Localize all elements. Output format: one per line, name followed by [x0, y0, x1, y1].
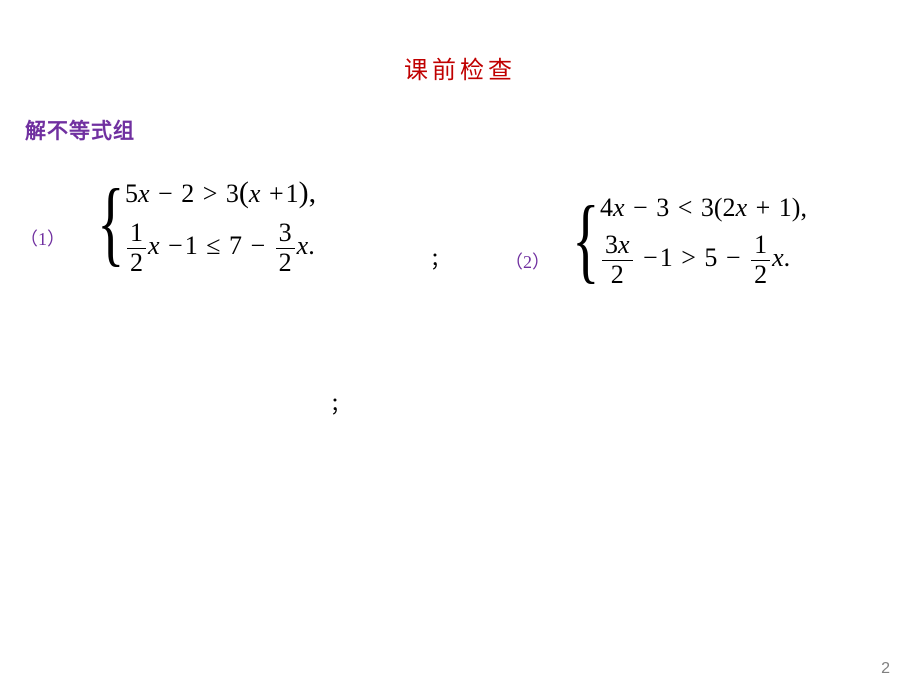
eq1-line1: 5x − 2 > 3(x +1),	[125, 175, 316, 211]
page-title: 课前检查	[0, 0, 920, 85]
page-number: 2	[881, 660, 890, 678]
left-brace-icon: {	[97, 175, 124, 270]
equation-system-1: { 5x − 2 > 3(x +1), 12x −1 ≤ 7 − 32x.	[100, 175, 316, 277]
problem-1-label: （1）	[20, 225, 65, 251]
subtitle: 解不等式组	[25, 115, 135, 145]
problem-2-label: （2）	[505, 248, 550, 274]
eq1-line2: 12x −1 ≤ 7 − 32x.	[125, 219, 316, 277]
eq2-line2: 3x2 −1 > 5 − 12x.	[600, 231, 807, 289]
semicolon-2: ；	[330, 388, 350, 417]
eq2-line1: 4x − 3 < 3(2x + 1),	[600, 192, 807, 223]
semicolon-1: ；	[430, 243, 450, 272]
left-brace-icon: {	[572, 192, 599, 287]
equation-system-2: { 4x − 3 < 3(2x + 1), 3x2 −1 > 5 − 12x.	[575, 192, 807, 289]
